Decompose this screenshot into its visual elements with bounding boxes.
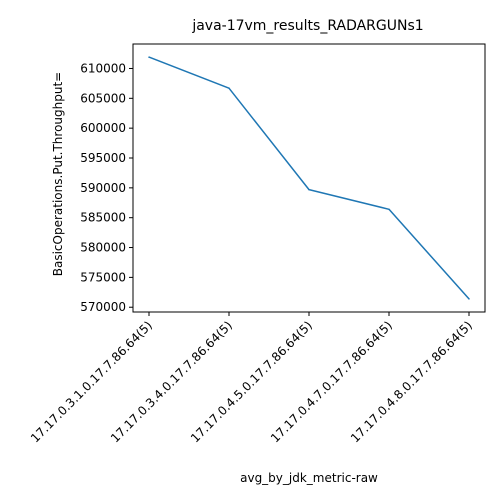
data-point-0-2 <box>308 188 310 191</box>
data-point-0-0 <box>148 56 150 58</box>
data-point-0-3 <box>388 208 390 211</box>
y-axis-label: BasicOperations.Put.Throughput= <box>51 72 65 276</box>
y-tick-label-0: 570000 <box>80 300 126 314</box>
y-tick-label-6: 600000 <box>80 121 126 135</box>
chart-title: java-17vm_results_RADARGUNs1 <box>191 18 423 34</box>
y-tick-label-2: 580000 <box>80 241 126 255</box>
y-tick-label-5: 595000 <box>80 151 126 165</box>
y-tick-label-3: 585000 <box>80 211 126 225</box>
data-point-0-4 <box>468 298 470 300</box>
y-tick-label-1: 575000 <box>80 270 126 284</box>
y-tick-label-7: 605000 <box>80 91 126 105</box>
data-point-0-1 <box>228 87 230 89</box>
y-tick-label-8: 610000 <box>80 61 126 75</box>
x-axis-label: avg_by_jdk_metric-raw <box>240 471 378 485</box>
y-tick-label-4: 590000 <box>80 181 126 195</box>
